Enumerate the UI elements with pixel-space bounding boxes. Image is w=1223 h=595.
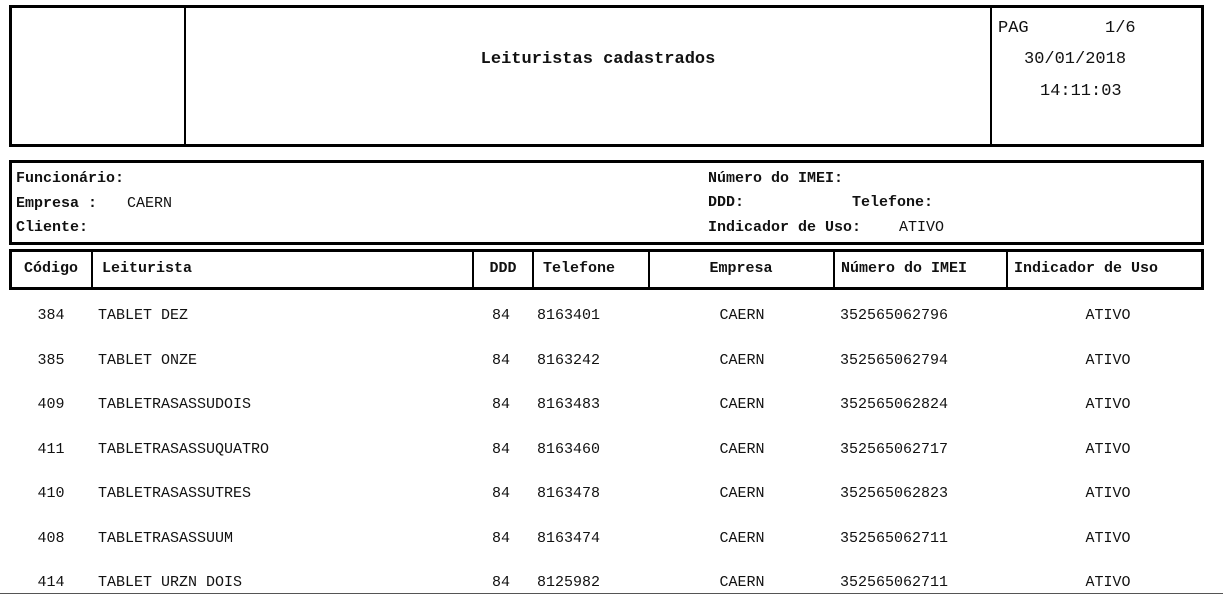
report-title: Leituristas cadastrados (480, 50, 716, 69)
table-cell: ATIVO (1085, 440, 1131, 458)
table-cell: TABLET ONZE (98, 351, 198, 369)
table-cell: 84 (491, 396, 511, 413)
column-divider (91, 249, 93, 290)
table-cell: CAERN (719, 574, 765, 591)
filter-label: Cliente: (16, 219, 89, 236)
table-cell: TABLETRASASSUQUATRO (98, 440, 270, 458)
table-cell: ATIVO (1085, 574, 1131, 591)
table-cell: 8163474 (537, 529, 601, 547)
table-cell: CAERN (719, 485, 765, 502)
filter-label: Número do IMEI: (708, 170, 844, 187)
divider (184, 5, 186, 147)
table-header (9, 249, 1204, 290)
column-divider (532, 249, 534, 290)
column-header: DDD (489, 260, 517, 277)
table-cell: ATIVO (1085, 351, 1131, 369)
table-cell: 8163478 (537, 485, 601, 502)
filter-label: Funcionário: (16, 170, 125, 187)
table-cell: 352565062824 (840, 396, 949, 413)
column-header: Código (23, 260, 79, 277)
table-cell: TABLET URZN DOIS (98, 574, 243, 591)
table-cell: 84 (491, 485, 511, 502)
table-cell: 352565062711 (840, 529, 949, 547)
table-cell: CAERN (719, 307, 765, 324)
table-cell: TABLETRASASSUUM (98, 529, 234, 547)
table-cell: 84 (491, 307, 511, 324)
page-number: 1/6 (1105, 19, 1136, 38)
table-cell: TABLETRASASSUDOIS (98, 396, 252, 413)
page-edge (0, 593, 1223, 594)
table-cell: CAERN (719, 396, 765, 413)
table-cell: CAERN (719, 351, 765, 369)
table-cell: TABLET DEZ (98, 307, 189, 324)
report-time: 14:11:03 (1040, 82, 1122, 101)
table-cell: 411 (37, 440, 65, 458)
header-box (9, 5, 1204, 147)
page-label: PAG (998, 19, 1029, 38)
table-cell: 84 (491, 529, 511, 547)
table-cell: 408 (37, 529, 65, 547)
report-date: 30/01/2018 (1024, 50, 1127, 69)
table-cell: 352565062717 (840, 440, 949, 458)
column-header: Indicador de Uso (1014, 260, 1159, 277)
table-cell: 352565062794 (840, 351, 949, 369)
divider (990, 5, 992, 147)
table-cell: CAERN (719, 440, 765, 458)
table-cell: 8163483 (537, 396, 601, 413)
table-cell: 8125982 (537, 574, 601, 591)
column-header: Leiturista (102, 260, 193, 277)
table-cell: 352565062823 (840, 485, 949, 502)
filter-value: ATIVO (899, 219, 945, 236)
table-cell: 410 (37, 485, 65, 502)
column-header: Telefone (543, 260, 616, 277)
table-cell: CAERN (719, 529, 765, 547)
filter-label: Indicador de Uso: (708, 219, 862, 236)
table-cell: 384 (37, 307, 65, 324)
filter-label: Empresa : (16, 194, 98, 212)
column-header: Empresa (709, 260, 773, 277)
table-cell: ATIVO (1085, 396, 1131, 413)
table-cell: 352565062711 (840, 574, 949, 591)
column-divider (648, 249, 650, 290)
column-divider (833, 249, 835, 290)
table-cell: 8163242 (537, 351, 601, 369)
table-cell: ATIVO (1085, 529, 1131, 547)
filter-label: DDD: (708, 194, 745, 211)
column-header: Número do IMEI (841, 260, 968, 277)
column-divider (472, 249, 474, 290)
table-cell: 409 (37, 396, 65, 413)
table-cell: TABLETRASASSUTRES (98, 485, 252, 502)
table-cell: 84 (491, 351, 511, 369)
table-cell: 414 (37, 574, 65, 591)
table-cell: 84 (491, 440, 511, 458)
table-cell: 8163460 (537, 440, 601, 458)
table-cell: 385 (37, 351, 65, 369)
filter-box (9, 160, 1204, 245)
filter-value: CAERN (127, 194, 173, 212)
table-cell: ATIVO (1085, 307, 1131, 324)
filter-label: Telefone: (852, 194, 934, 211)
table-cell: 8163401 (537, 307, 601, 324)
table-cell: 84 (491, 574, 511, 591)
table-cell: 352565062796 (840, 307, 949, 324)
column-divider (1006, 249, 1008, 290)
table-cell: ATIVO (1085, 485, 1131, 502)
